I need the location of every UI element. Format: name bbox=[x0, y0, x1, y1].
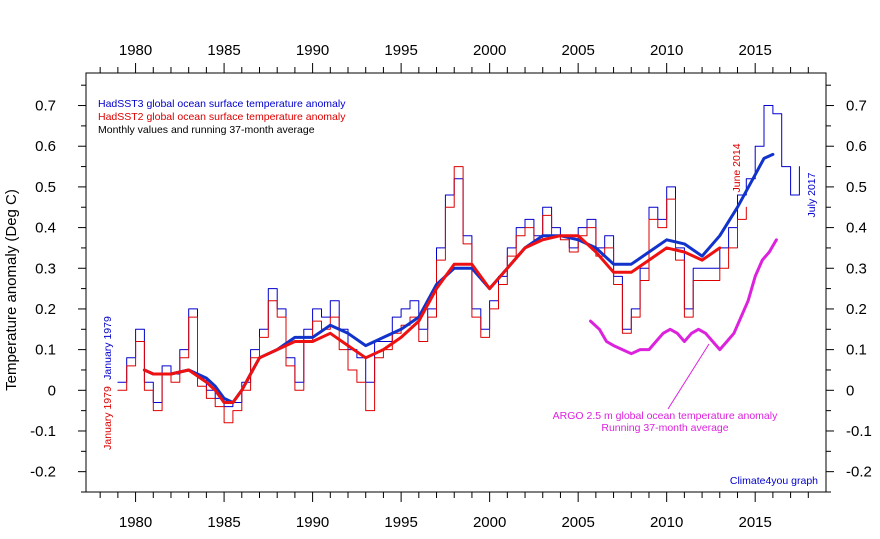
legend-hadsst3: HadSST3 global ocean surface temperature… bbox=[98, 98, 346, 110]
x-tick-label-top: 1985 bbox=[207, 42, 240, 59]
series-line-hadsst2-running-37-month-average-average bbox=[142, 234, 722, 404]
x-tick-label-bottom: 1990 bbox=[296, 514, 329, 531]
y-tick-label-right: 0.4 bbox=[846, 220, 867, 237]
x-tick-label-bottom: 1985 bbox=[207, 514, 240, 531]
credit-label: Climate4you graph bbox=[730, 475, 818, 487]
argo-pointer-line bbox=[667, 343, 710, 410]
x-tick-label-bottom: 2000 bbox=[473, 514, 506, 531]
y-tick-label-right: 0.1 bbox=[846, 342, 867, 359]
x-tick-label-top: 1980 bbox=[119, 42, 152, 59]
series-line-hadsst3-global-ocean-surface-temperature-anomaly bbox=[117, 105, 800, 408]
y-tick-label-left: 0.3 bbox=[35, 260, 56, 277]
y-tick-label-right: 0.3 bbox=[846, 260, 867, 277]
annotation-end-hadsst2: June 2014 bbox=[731, 143, 743, 192]
annotation-layer: Temperature anomaly (Deg C) HadSST3 glob… bbox=[3, 98, 818, 487]
y-tick-label-left: -0.2 bbox=[30, 464, 56, 481]
y-tick-label-left: 0 bbox=[48, 382, 56, 399]
x-tick-label-top: 2005 bbox=[561, 42, 594, 59]
series-line-argo-2-5-m-global-ocean-temperature-anomaly-average bbox=[589, 238, 778, 356]
legend-monthly-note: Monthly values and running 37-month aver… bbox=[98, 124, 315, 136]
x-tick-label-bottom: 2005 bbox=[561, 514, 594, 531]
annotation-argo-line2: Running 37-month average bbox=[601, 422, 728, 434]
series-line-hadsst2-global-ocean-surface-temperature-anomaly bbox=[117, 166, 747, 424]
x-tick-label-top: 1995 bbox=[384, 42, 417, 59]
x-tick-label-top: 2010 bbox=[650, 42, 683, 59]
y-tick-label-right: -0.2 bbox=[846, 464, 872, 481]
y-tick-label-left: -0.1 bbox=[30, 423, 56, 440]
y-tick-label-left: 0.2 bbox=[35, 301, 56, 318]
annotation-start-hadsst2: January 1979 bbox=[102, 386, 114, 450]
y-axis-label: Temperature anomaly (Deg C) bbox=[3, 189, 20, 391]
y-tick-label-left: 0.1 bbox=[35, 342, 56, 359]
y-tick-label-left: 0.6 bbox=[35, 138, 56, 155]
series-layer bbox=[117, 105, 800, 424]
y-tick-label-left: 0.7 bbox=[35, 98, 56, 115]
x-tick-label-top: 2015 bbox=[738, 42, 771, 59]
y-tick-label-right: 0.6 bbox=[846, 138, 867, 155]
annotation-end-hadsst3: July 2017 bbox=[806, 172, 818, 217]
x-tick-label-bottom: 1995 bbox=[384, 514, 417, 531]
plot-frame bbox=[85, 72, 827, 493]
y-tick-label-left: 0.4 bbox=[35, 220, 56, 237]
x-tick-label-bottom: 2015 bbox=[738, 514, 771, 531]
y-tick-label-right: 0 bbox=[846, 382, 854, 399]
y-tick-label-right: 0.7 bbox=[846, 98, 867, 115]
y-tick-label-right: 0.5 bbox=[846, 179, 867, 196]
y-tick-label-left: 0.5 bbox=[35, 179, 56, 196]
axes-layer: 1980 1980 1985 1985 1990 1990 1995 1995 2000 2000… bbox=[30, 42, 872, 531]
legend-hadsst2: HadSST2 global ocean surface temperature… bbox=[98, 111, 346, 123]
y-tick-label-right: -0.1 bbox=[846, 423, 872, 440]
annotation-start-hadsst3: January 1979 bbox=[102, 316, 114, 380]
x-tick-label-top: 1990 bbox=[296, 42, 329, 59]
x-tick-label-bottom: 2010 bbox=[650, 514, 683, 531]
annotation-argo-line1: ARGO 2.5 m global ocean temperature anom… bbox=[553, 410, 778, 422]
y-tick-label-right: 0.2 bbox=[846, 301, 867, 318]
x-tick-label-bottom: 1980 bbox=[119, 514, 152, 531]
x-tick-label-top: 2000 bbox=[473, 42, 506, 59]
